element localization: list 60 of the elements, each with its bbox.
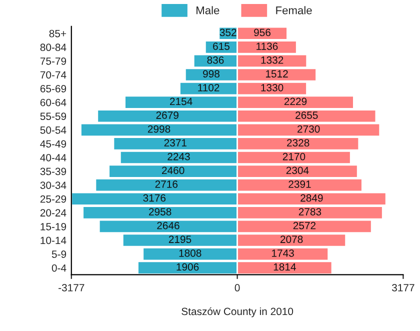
y-tick-label: 85+ xyxy=(49,30,66,38)
data-label: 2849 xyxy=(300,194,323,202)
data-label: 836 xyxy=(207,56,224,64)
data-label: 2460 xyxy=(162,166,184,174)
data-label: 1102 xyxy=(198,84,220,92)
data-label: 2078 xyxy=(280,236,303,244)
legend-label: Female xyxy=(276,6,312,14)
data-label: 2328 xyxy=(287,139,310,147)
x-tick-label: -3177 xyxy=(58,284,84,292)
y-tick-label: 10-14 xyxy=(40,236,66,244)
x-tick-label: 3177 xyxy=(392,284,414,292)
data-label: 2655 xyxy=(296,112,318,119)
y-tick-label: 80-84 xyxy=(40,44,66,52)
data-label: 2998 xyxy=(148,125,170,133)
y-tick-label: 70-74 xyxy=(40,71,66,79)
data-label: 998 xyxy=(203,70,220,78)
legend-label: Male xyxy=(196,6,220,14)
data-label: 1906 xyxy=(176,263,199,271)
data-label: 956 xyxy=(254,28,270,36)
data-label: 1808 xyxy=(179,249,202,257)
y-tick-label: 50-54 xyxy=(40,126,66,134)
y-tick-label: 75-79 xyxy=(40,57,66,65)
data-label: 2716 xyxy=(155,180,178,188)
data-label: 2243 xyxy=(168,152,190,160)
data-label: 1743 xyxy=(272,249,294,257)
data-label: 1814 xyxy=(274,263,296,271)
data-label: 2572 xyxy=(293,222,316,230)
data-label: 2391 xyxy=(288,180,311,188)
data-label: 2154 xyxy=(170,98,192,106)
data-label: 1330 xyxy=(261,84,284,92)
y-tick-label: 35-39 xyxy=(40,168,66,176)
data-label: 2958 xyxy=(149,208,172,216)
data-label: 1332 xyxy=(261,56,284,64)
y-tick-label: 20-24 xyxy=(40,209,66,217)
data-label: 2783 xyxy=(298,208,322,216)
x-tick-label: 0 xyxy=(234,284,240,292)
y-tick-label: 60-64 xyxy=(40,98,66,106)
data-label: 2679 xyxy=(156,112,178,119)
data-label: 1136 xyxy=(256,42,278,50)
y-tick-label: 55-59 xyxy=(40,112,66,120)
y-tick-label: 0-4 xyxy=(52,264,66,272)
data-label: 2229 xyxy=(284,98,307,106)
data-label: 2195 xyxy=(168,236,192,244)
y-tick-label: 5-9 xyxy=(52,250,66,258)
y-tick-label: 65-69 xyxy=(40,85,66,92)
y-tick-label: 25-29 xyxy=(40,195,66,203)
data-label: 352 xyxy=(220,28,236,36)
data-label: 2304 xyxy=(286,166,309,174)
data-label: 2646 xyxy=(157,222,180,230)
y-tick-label: 30-34 xyxy=(40,182,66,189)
y-tick-label: 45-49 xyxy=(40,140,66,148)
data-label: 2170 xyxy=(282,152,306,160)
data-label: 615 xyxy=(213,42,230,50)
x-axis-title: Staszów County in 2010 xyxy=(182,307,294,318)
y-tick-label: 40-44 xyxy=(40,154,66,162)
data-label: 2730 xyxy=(298,125,320,133)
data-label: 3176 xyxy=(143,194,166,202)
data-label: 2371 xyxy=(164,139,186,147)
y-tick-label: 15-19 xyxy=(40,222,66,230)
data-label: 1512 xyxy=(266,70,288,78)
